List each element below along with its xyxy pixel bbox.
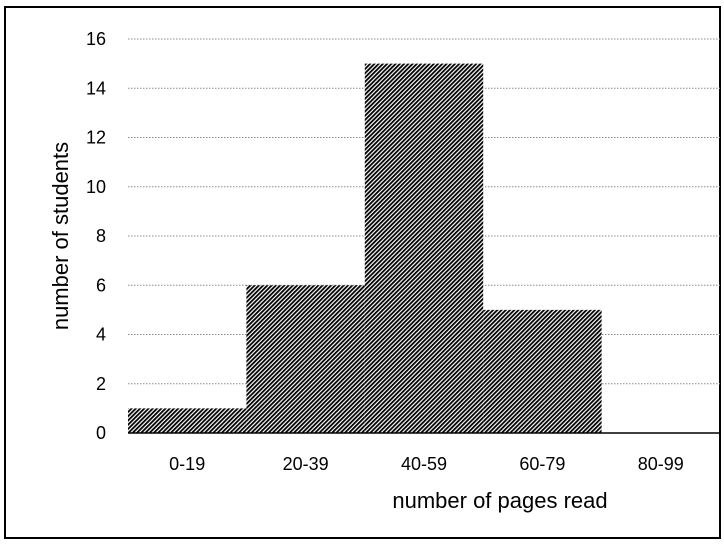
bar-0-19 bbox=[128, 408, 247, 433]
y-tick-label: 12 bbox=[86, 128, 106, 148]
y-tick-label: 8 bbox=[96, 226, 106, 246]
y-tick-label: 14 bbox=[86, 78, 106, 98]
y-tick-label: 10 bbox=[86, 177, 106, 197]
x-tick-label: 20-39 bbox=[283, 454, 329, 474]
x-tick-label: 80-99 bbox=[638, 454, 684, 474]
gridlines bbox=[128, 38, 720, 385]
tick-labels: 0 2 4 6 8 10 12 14 16 0-19 20-39 40-59 60-79 80-99 bbox=[86, 29, 684, 474]
y-tick-label: 0 bbox=[96, 423, 106, 443]
x-tick-label: 40-59 bbox=[401, 454, 447, 474]
x-tick-label: 0-19 bbox=[169, 454, 205, 474]
y-tick-label: 16 bbox=[86, 29, 106, 49]
y-axis-title: number of students bbox=[48, 142, 73, 330]
y-tick-label: 2 bbox=[96, 374, 106, 394]
x-axis-title: number of pages read bbox=[392, 488, 607, 513]
y-tick-label: 4 bbox=[96, 325, 106, 345]
x-tick-label: 60-79 bbox=[519, 454, 565, 474]
chart-frame bbox=[4, 6, 721, 539]
bar-60-79 bbox=[483, 309, 602, 433]
bar-20-39 bbox=[246, 285, 365, 433]
bar-40-59 bbox=[364, 63, 484, 433]
y-tick-label: 6 bbox=[96, 275, 106, 295]
bars bbox=[128, 63, 602, 433]
